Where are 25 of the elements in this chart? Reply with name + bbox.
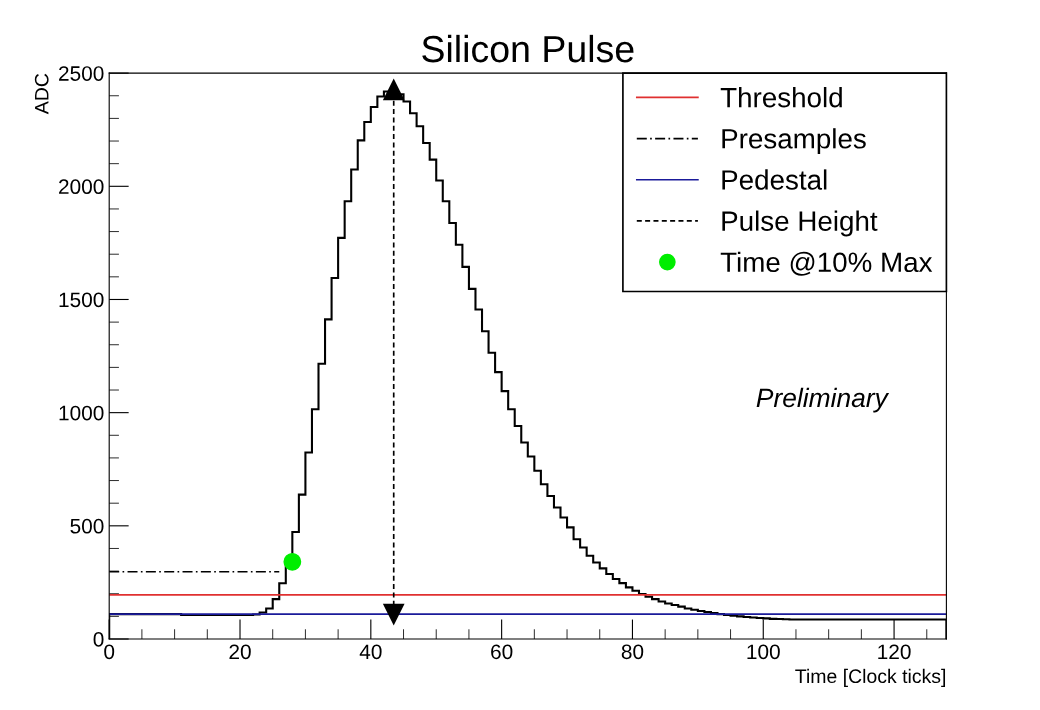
annotation: Preliminary xyxy=(756,387,890,413)
point xyxy=(383,79,405,101)
y-tick-label: 1500 xyxy=(59,292,104,308)
y-tick-label: 2000 xyxy=(59,179,104,195)
x-tick-label: 80 xyxy=(621,644,644,660)
x-tick-label: 0 xyxy=(104,644,115,660)
y-tick-label: 2500 xyxy=(59,66,104,81)
x-tick-label: 40 xyxy=(359,644,382,660)
point xyxy=(283,552,302,571)
chart-title: Silicon Pulse xyxy=(422,34,634,63)
legend-label: Presamples xyxy=(722,128,866,155)
x-axis-title: Time [Clock ticks] xyxy=(795,668,946,687)
point xyxy=(383,603,405,625)
y-axis-title: ADC xyxy=(34,73,49,115)
legend-label: Pulse Height xyxy=(722,210,878,237)
x-tick-label: 60 xyxy=(491,644,513,660)
y-tick-label: 0 xyxy=(93,632,104,647)
legend-label: Threshold xyxy=(720,87,842,108)
legend-label: Pedestal xyxy=(722,169,827,190)
y-tick-label: 1000 xyxy=(59,405,104,421)
x-tick-label: 120 xyxy=(878,644,911,660)
x-tick-label: 20 xyxy=(229,644,251,660)
legend-label: Time @10% Max xyxy=(720,251,933,276)
y-tick-label: 500 xyxy=(70,518,104,534)
x-tick-label: 100 xyxy=(747,644,780,660)
